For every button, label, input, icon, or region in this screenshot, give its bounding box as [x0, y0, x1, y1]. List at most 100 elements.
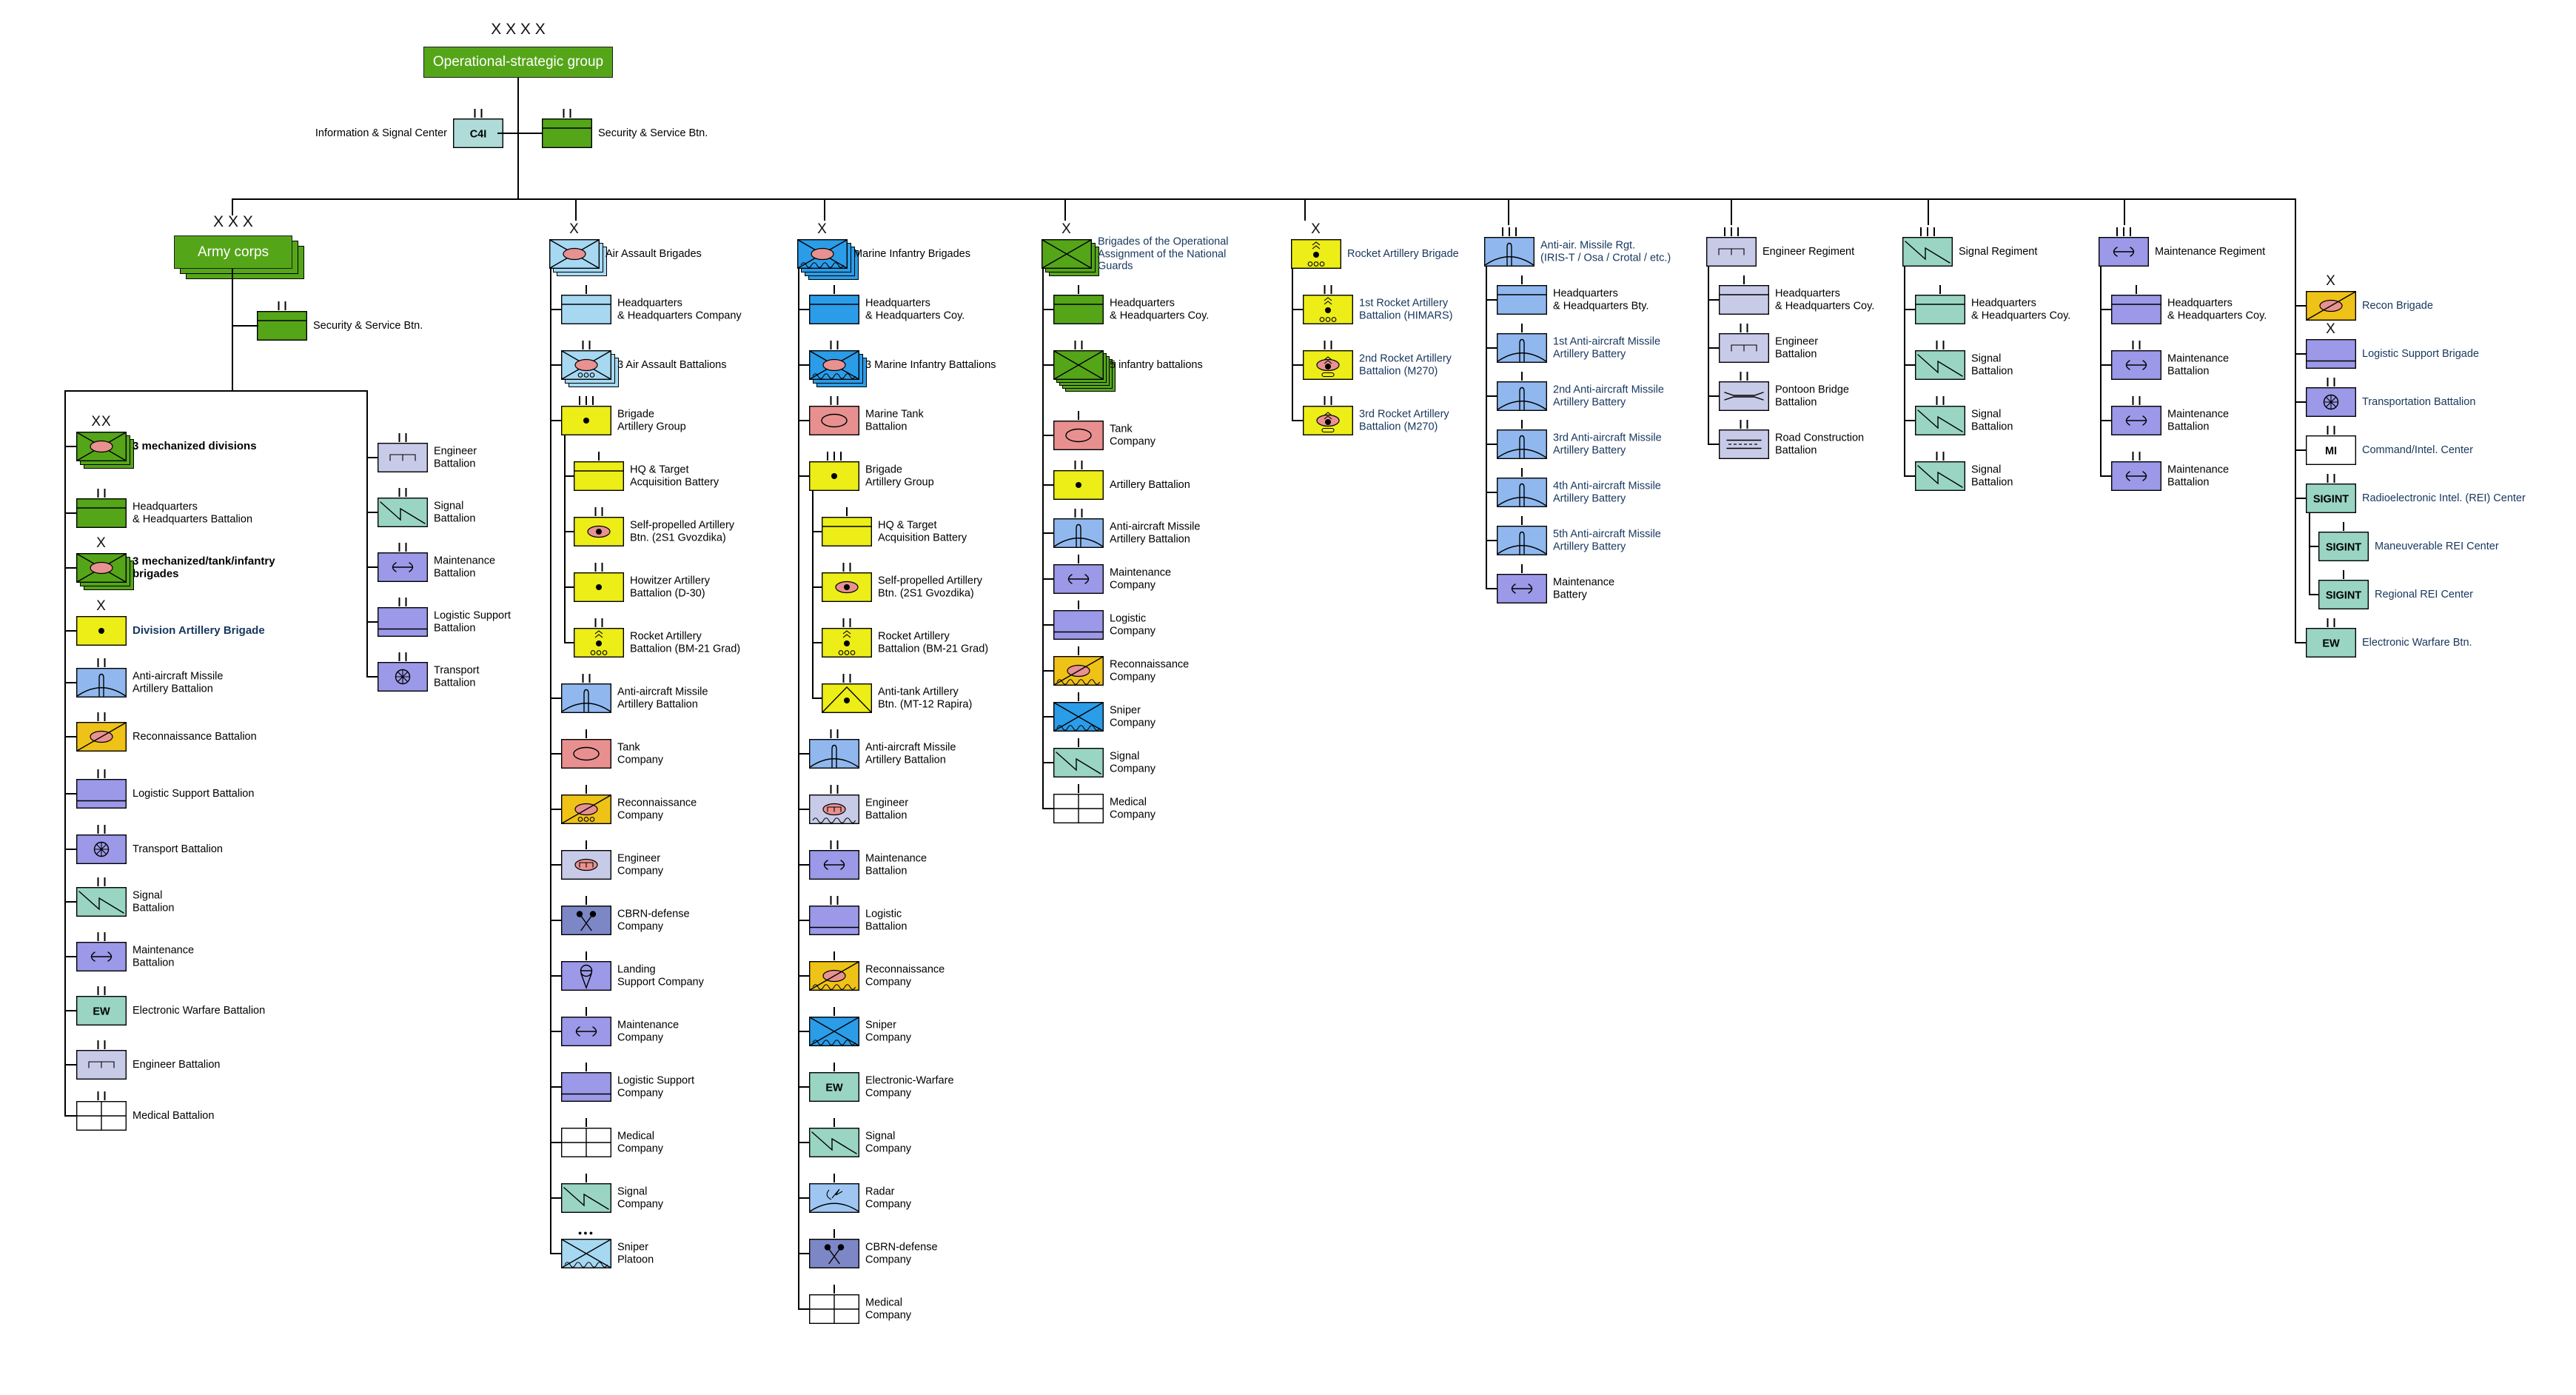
connector-line	[1708, 444, 1719, 445]
echelon-mark	[1078, 555, 1079, 563]
connector-line	[812, 642, 822, 643]
unit-label: Maintenance Battalion	[865, 852, 928, 877]
unit-label: Reconnaissance Battalion	[133, 730, 257, 743]
echelon-mark	[2327, 618, 2335, 627]
echelon-mark	[2116, 227, 2131, 236]
echelon-mark	[833, 1174, 835, 1182]
connector-line	[64, 849, 76, 850]
echelon-mark: X	[2326, 273, 2336, 289]
unit-label: Medical Company	[865, 1297, 912, 1322]
connector-line	[2295, 642, 2306, 643]
unit-label: Transport Battalion	[133, 843, 223, 855]
echelon-mark	[1936, 341, 1945, 349]
unit-label: Brigade Artillery Group	[865, 464, 934, 489]
connector-line	[1292, 309, 1303, 310]
echelon-mark	[827, 452, 842, 461]
recon_dots-icon	[560, 794, 611, 824]
connector-line	[366, 457, 378, 458]
connector-line	[64, 446, 76, 447]
sig-icon	[76, 886, 127, 917]
sniper-icon	[808, 1016, 859, 1046]
connector-line	[798, 920, 809, 921]
connector-line	[1708, 267, 1709, 444]
unit-label: 2nd Rocket Artillery Battalion (M270)	[1359, 352, 1452, 378]
echelon-mark: XX	[91, 414, 112, 429]
connector-line	[1042, 309, 1053, 310]
army-corps-box: Army corps	[174, 235, 292, 269]
echelon-mark	[1078, 601, 1079, 609]
connector-line	[2124, 198, 2125, 225]
echelon-mark	[2132, 396, 2141, 405]
unit-label: Medical Company	[617, 1130, 664, 1155]
eng_oval_wave-icon	[808, 794, 859, 824]
unit-label: Maintenance Battalion	[133, 944, 195, 969]
hq-icon	[808, 294, 859, 324]
unit-label: Signal Company	[617, 1185, 664, 1211]
connector-line	[564, 435, 566, 643]
rocket_tr-icon	[1302, 349, 1353, 380]
connector-line	[798, 864, 809, 866]
unit-label: 3 mechanized divisions	[133, 439, 257, 452]
operational-strategic-group-box: Operational-strategic group	[423, 47, 613, 78]
hq-icon	[1053, 294, 1104, 324]
unit-label: Sniper Company	[1110, 704, 1156, 729]
rocket-icon	[1290, 238, 1341, 269]
maint-icon	[76, 941, 127, 971]
connector-line	[550, 809, 561, 810]
connector-line	[1731, 198, 1732, 225]
echelon-mark	[97, 489, 106, 498]
connector-line	[1292, 364, 1303, 366]
connector-line	[1042, 484, 1053, 486]
echelon-mark	[830, 341, 839, 349]
mech-icon	[76, 552, 127, 583]
echelon-mark	[833, 1007, 835, 1016]
sig-icon	[560, 1182, 611, 1213]
echelon-mark	[586, 1007, 587, 1016]
echelon-mark	[833, 1229, 835, 1238]
connector-line	[550, 864, 561, 866]
echelon-mark	[842, 618, 851, 627]
echelon-mark	[586, 840, 587, 849]
echelon-mark: X	[1311, 221, 1321, 237]
unit-label: Electronic-Warfare Company	[865, 1074, 954, 1100]
echelon-mark	[1939, 285, 1941, 294]
unit-label: Logistic Support Brigade	[2362, 347, 2479, 360]
unit-label: Howitzer Artillery Battalion (D-30)	[630, 575, 710, 600]
echelon-mark: X	[96, 598, 107, 614]
echelon-mark	[1743, 275, 1745, 284]
trans-icon	[377, 661, 428, 692]
echelon-mark	[1740, 420, 1748, 429]
unit-label: Engineer Battalion	[865, 797, 909, 822]
echelon-mark	[2327, 426, 2335, 435]
connector-line	[798, 1253, 809, 1254]
aa-icon	[76, 667, 127, 698]
unit-label: Logistic Support Company	[617, 1074, 694, 1100]
connector-line	[2309, 594, 2318, 595]
connector-line	[64, 390, 66, 1116]
rocket-icon	[573, 627, 624, 658]
connector-line	[2309, 546, 2318, 547]
connector-line	[1064, 198, 1066, 221]
trans-icon	[2305, 387, 2356, 417]
echelon-mark	[2136, 285, 2137, 294]
echelon-mark	[582, 341, 591, 349]
echelon-mark	[563, 109, 571, 118]
unit-label: HQ & Target Acquisition Battery	[878, 519, 967, 544]
echelon-mark	[830, 729, 839, 738]
unit-label: CBRN-defense Company	[617, 908, 690, 933]
unit-label: 2nd Anti-aircraft Missile Artillery Batt…	[1553, 384, 1664, 409]
echelon-mark	[594, 563, 603, 572]
connector-line	[64, 901, 76, 903]
connector-line	[2295, 198, 2296, 643]
unit-label: Radar Company	[865, 1185, 912, 1211]
connector-line	[812, 531, 822, 532]
hq-icon	[2110, 294, 2161, 324]
echelon-mark	[398, 433, 407, 442]
echelon-mark	[1324, 341, 1332, 349]
connector-line	[1292, 269, 1293, 421]
unit-label: 3 Air Assault Battalions	[617, 358, 727, 371]
echelon-mark	[830, 896, 839, 905]
echelon-mark	[1740, 324, 1748, 332]
connector-line	[232, 325, 258, 327]
